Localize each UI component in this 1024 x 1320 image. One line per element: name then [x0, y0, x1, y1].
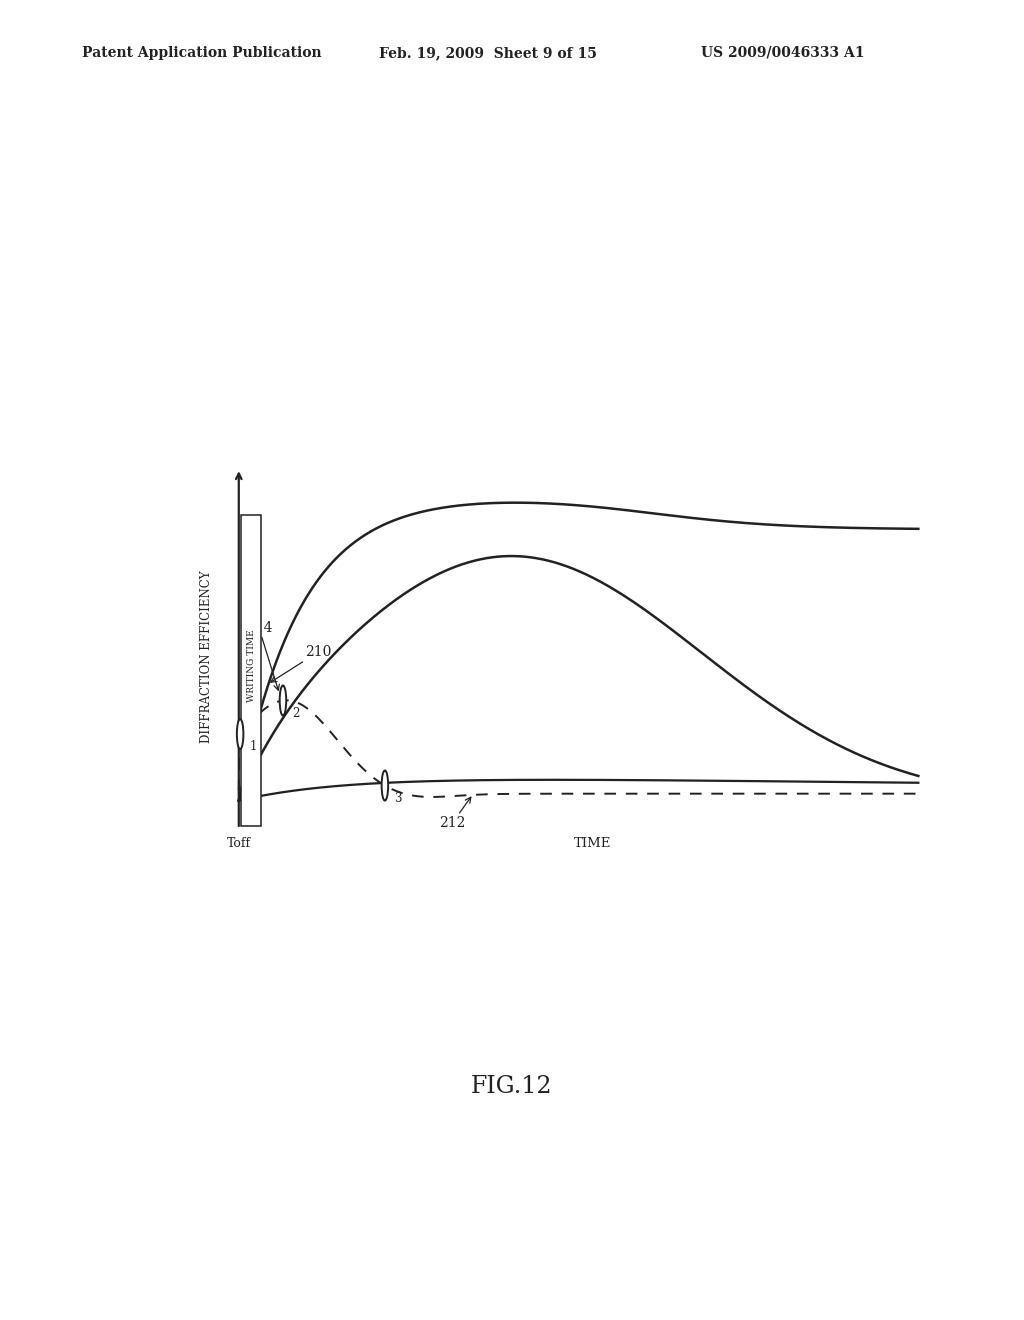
Text: 210: 210 — [270, 645, 331, 682]
Text: 2: 2 — [293, 706, 300, 719]
Text: 1: 1 — [250, 741, 257, 754]
Text: Feb. 19, 2009  Sheet 9 of 15: Feb. 19, 2009 Sheet 9 of 15 — [379, 46, 597, 59]
Text: 212: 212 — [439, 797, 471, 830]
Text: US 2009/0046333 A1: US 2009/0046333 A1 — [701, 46, 865, 59]
Text: FIG.12: FIG.12 — [471, 1074, 553, 1098]
Circle shape — [280, 685, 287, 715]
Text: Toff: Toff — [226, 837, 251, 850]
Text: DIFFRACTION EFFICIENCY: DIFFRACTION EFFICIENCY — [201, 570, 213, 743]
Text: Patent Application Publication: Patent Application Publication — [82, 46, 322, 59]
Text: 214: 214 — [246, 620, 280, 690]
Circle shape — [382, 771, 388, 800]
Bar — [242, 515, 260, 826]
Circle shape — [237, 719, 244, 750]
Text: WRITING TIME: WRITING TIME — [247, 630, 256, 702]
Text: 3: 3 — [394, 792, 401, 805]
Text: TIME: TIME — [573, 837, 611, 850]
